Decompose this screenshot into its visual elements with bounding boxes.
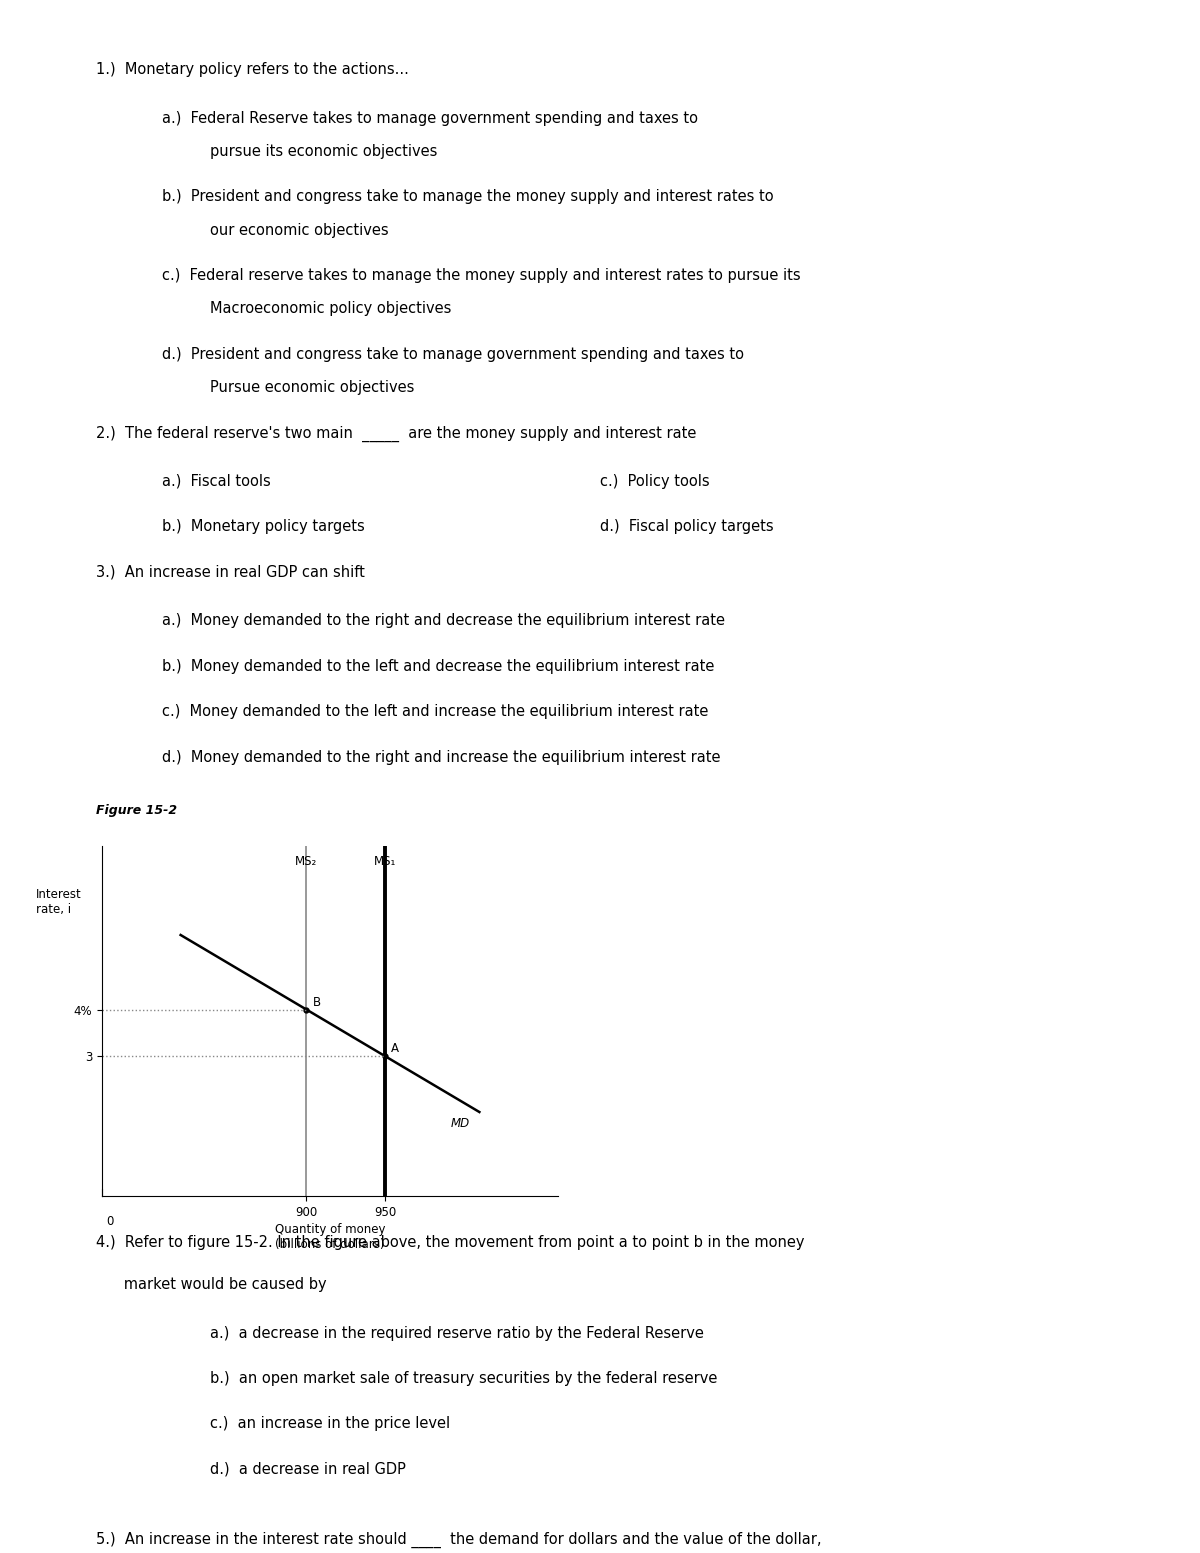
Text: a.)  Federal Reserve takes to manage government spending and taxes to: a.) Federal Reserve takes to manage gove…	[162, 110, 698, 126]
X-axis label: Quantity of money
(billions of dollars): Quantity of money (billions of dollars)	[275, 1222, 385, 1250]
Text: 3.)  An increase in real GDP can shift: 3.) An increase in real GDP can shift	[96, 565, 365, 579]
Text: B: B	[313, 995, 320, 1009]
Text: b.)  President and congress take to manage the money supply and interest rates t: b.) President and congress take to manag…	[162, 189, 774, 205]
Text: d.)  President and congress take to manage government spending and taxes to: d.) President and congress take to manag…	[162, 346, 744, 362]
Text: b.)  Money demanded to the left and decrease the equilibrium interest rate: b.) Money demanded to the left and decre…	[162, 658, 714, 674]
Text: 5.)  An increase in the interest rate should ____  the demand for dollars and th: 5.) An increase in the interest rate sho…	[96, 1531, 822, 1548]
Text: c.)  an increase in the price level: c.) an increase in the price level	[210, 1416, 450, 1432]
Text: A: A	[391, 1042, 400, 1056]
Text: c.)  Policy tools: c.) Policy tools	[600, 474, 709, 489]
Text: b.)  an open market sale of treasury securities by the federal reserve: b.) an open market sale of treasury secu…	[210, 1371, 718, 1385]
Text: Macroeconomic policy objectives: Macroeconomic policy objectives	[210, 301, 451, 317]
Text: our economic objectives: our economic objectives	[210, 222, 389, 238]
Text: MS₁: MS₁	[374, 856, 396, 868]
Text: Interest
rate, i: Interest rate, i	[36, 888, 82, 916]
Text: 2.)  The federal reserve's two main  _____  are the money supply and interest ra: 2.) The federal reserve's two main _____…	[96, 426, 696, 441]
Text: a.)  a decrease in the required reserve ratio by the Federal Reserve: a.) a decrease in the required reserve r…	[210, 1326, 704, 1340]
Text: 0: 0	[106, 1216, 114, 1228]
Text: c.)  Money demanded to the left and increase the equilibrium interest rate: c.) Money demanded to the left and incre…	[162, 704, 708, 719]
Text: market would be caused by: market would be caused by	[96, 1277, 326, 1292]
Text: d.)  a decrease in real GDP: d.) a decrease in real GDP	[210, 1461, 406, 1477]
Text: a.)  Fiscal tools: a.) Fiscal tools	[162, 474, 271, 489]
Text: c.)  Federal reserve takes to manage the money supply and interest rates to purs: c.) Federal reserve takes to manage the …	[162, 269, 800, 283]
Text: MD: MD	[451, 1117, 470, 1131]
Text: a.)  Money demanded to the right and decrease the equilibrium interest rate: a.) Money demanded to the right and decr…	[162, 613, 725, 629]
Text: pursue its economic objectives: pursue its economic objectives	[210, 144, 437, 158]
Text: 1.)  Monetary policy refers to the actions...: 1.) Monetary policy refers to the action…	[96, 62, 409, 78]
Text: b.)  Monetary policy targets: b.) Monetary policy targets	[162, 519, 365, 534]
Text: Figure 15-2: Figure 15-2	[96, 804, 178, 817]
Text: MS₂: MS₂	[295, 856, 318, 868]
Text: Pursue economic objectives: Pursue economic objectives	[210, 380, 414, 394]
Text: d.)  Money demanded to the right and increase the equilibrium interest rate: d.) Money demanded to the right and incr…	[162, 750, 720, 764]
Text: 4.)  Refer to figure 15-2. In the figure above, the movement from point a to poi: 4.) Refer to figure 15-2. In the figure …	[96, 1235, 804, 1250]
Text: d.)  Fiscal policy targets: d.) Fiscal policy targets	[600, 519, 774, 534]
